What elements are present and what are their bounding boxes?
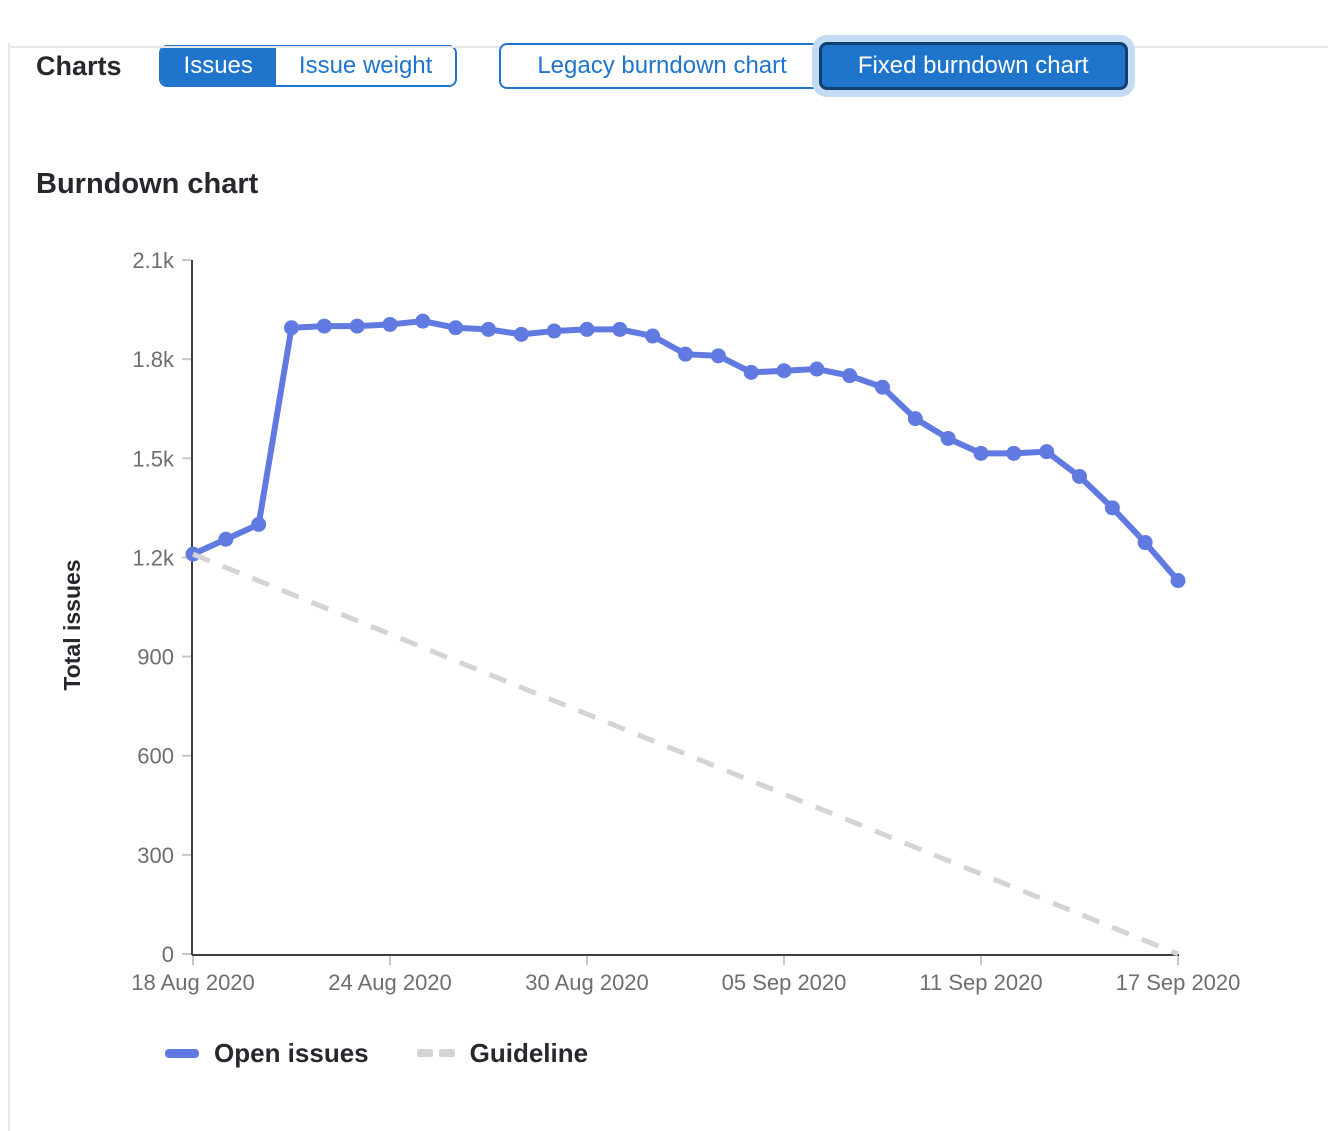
legend-label: Open issues: [214, 1037, 369, 1068]
data-point: [546, 323, 562, 339]
data-point: [284, 320, 299, 336]
data-point: [678, 346, 693, 362]
chart-legend: Open issues Guideline: [165, 1038, 1328, 1068]
guideline-swatch-icon: [416, 1049, 455, 1057]
y-tick-label: 0: [162, 942, 174, 967]
legend-item-guideline: Guideline: [416, 1037, 589, 1069]
data-point: [645, 328, 661, 344]
guideline-line: [192, 551, 1179, 957]
x-tick-label: 05 Sep 2020: [722, 970, 847, 995]
toggle-issues-button[interactable]: Issues: [160, 47, 276, 85]
burndown-chart-title: Burndown chart: [36, 168, 259, 200]
data-point: [481, 321, 496, 337]
data-point: [710, 348, 726, 364]
charts-header: Charts Issues Issue weight Legacy burndo…: [36, 42, 1328, 90]
data-point: [612, 321, 628, 337]
data-point: [1006, 445, 1022, 461]
data-point: [842, 368, 858, 384]
data-point: [349, 318, 365, 334]
data-point: [776, 363, 792, 379]
y-tick-label: 2.1k: [132, 248, 175, 273]
data-point: [940, 430, 956, 446]
y-axis-title: Total issues: [59, 559, 85, 690]
data-point: [875, 379, 890, 395]
y-tick-label: 900: [137, 645, 174, 670]
charts-label: Charts: [36, 50, 122, 81]
data-point: [1039, 444, 1055, 460]
burndown-chart-canvas: 0 300 600 900 1.2k 1.5k 1.8k 2.1k 18 Aug 2020 24 …: [59, 248, 1241, 995]
data-point: [973, 445, 989, 461]
panel-left-border: [8, 43, 10, 1131]
x-tick-label: 30 Aug 2020: [525, 970, 649, 995]
data-point: [1137, 535, 1153, 551]
data-point: [251, 516, 267, 532]
y-tick-label: 1.2k: [132, 545, 175, 570]
data-point: [743, 364, 759, 380]
data-point: [579, 321, 595, 337]
x-tick-label: 18 Aug 2020: [131, 970, 255, 995]
y-tick-label: 600: [137, 744, 174, 769]
toggle-issue-weight-button[interactable]: Issue weight: [275, 47, 456, 85]
data-point: [513, 326, 529, 342]
data-point: [382, 316, 398, 332]
fixed-burndown-chart-button[interactable]: Fixed burndown chart: [818, 42, 1128, 90]
metric-toggle-group: Issues Issue weight: [158, 45, 458, 87]
data-point: [316, 318, 332, 334]
x-tick-label: 11 Sep 2020: [919, 970, 1042, 995]
x-tick-label: 17 Sep 2020: [1116, 970, 1241, 995]
legacy-burndown-chart-button[interactable]: Legacy burndown chart: [499, 43, 825, 89]
y-tick-label: 1.5k: [132, 446, 175, 471]
data-point: [448, 320, 464, 336]
y-tick-label: 1.8k: [132, 347, 175, 372]
data-point: [1072, 468, 1087, 484]
data-point: [907, 411, 923, 427]
data-point: [415, 313, 431, 329]
y-tick-label: 300: [137, 843, 174, 868]
legend-label: Guideline: [469, 1037, 589, 1068]
x-tick-label: 24 Aug 2020: [328, 970, 452, 995]
data-point: [809, 361, 825, 377]
chart-type-toggle-group: Legacy burndown chart Fixed burndown cha…: [499, 42, 1128, 90]
data-point: [1104, 500, 1120, 516]
data-point: [218, 531, 234, 547]
data-point: [1170, 573, 1186, 589]
legend-item-open-issues: Open issues: [165, 1038, 369, 1069]
open-issues-swatch-icon: [165, 1048, 199, 1058]
